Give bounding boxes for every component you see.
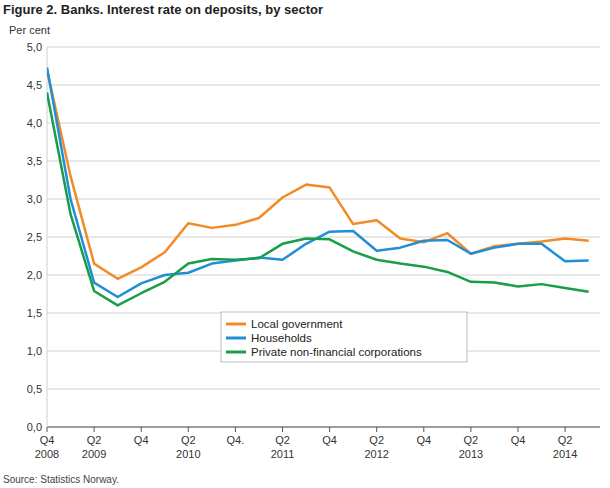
- y-tick-label: 1,0: [27, 345, 42, 357]
- x-tick: [47, 427, 48, 432]
- x-tick-label-line: Q4: [40, 434, 55, 446]
- series-line: [47, 70, 589, 279]
- legend-label: Private non-financial corporations: [251, 346, 422, 358]
- x-tick-label-line: Q4: [511, 434, 526, 446]
- y-tick-label: 2,5: [27, 231, 42, 243]
- x-tick-label: Q2 2010: [176, 434, 200, 460]
- x-tick: [470, 427, 471, 432]
- x-tick-label-line: 2012: [364, 448, 388, 460]
- x-tick-label-line: 2011: [271, 448, 295, 460]
- grid-line: [47, 161, 600, 162]
- x-tick-label-line: Q2: [87, 434, 102, 446]
- source: Source: Statistics Norway.: [3, 474, 119, 485]
- x-tick-label: Q2 2013: [459, 434, 483, 460]
- x-tick-label-line: Q2: [181, 434, 196, 446]
- y-tick-label: 4,0: [27, 117, 42, 129]
- x-tick-label-line: Q2: [275, 434, 290, 446]
- x-tick-label-line: 2008: [35, 448, 59, 460]
- x-tick-label: Q4.: [227, 434, 245, 446]
- x-tick-label: Q2 2014: [553, 434, 577, 460]
- x-tick: [376, 427, 377, 432]
- legend-box: [221, 312, 467, 362]
- plot-area: [47, 68, 589, 306]
- y-tick-label: 2,0: [27, 269, 42, 281]
- series-line: [47, 68, 589, 298]
- grid-line: [47, 275, 600, 276]
- x-tick-label: Q2 2012: [364, 434, 388, 460]
- x-tick-label-line: Q2: [558, 434, 573, 446]
- legend-swatch: [226, 323, 246, 326]
- y-axis-label: Per cent: [9, 24, 50, 36]
- x-tick-label-line: 2013: [459, 448, 483, 460]
- x-tick-label-line: 2009: [82, 448, 106, 460]
- legend-swatch: [226, 351, 246, 354]
- x-tick-label-line: Q4: [416, 434, 431, 446]
- x-tick-label-line: Q4.: [227, 434, 245, 446]
- x-tick-label-line: Q4: [134, 434, 149, 446]
- legend-label: Local government: [251, 318, 343, 330]
- series-line: [47, 93, 589, 306]
- x-tick-label-line: 2014: [553, 448, 577, 460]
- grid-line: [47, 199, 600, 200]
- grid-line: [47, 123, 600, 124]
- y-tick-label: 3,0: [27, 193, 42, 205]
- legend: Local government Households Private non-fi…: [221, 312, 467, 362]
- x-axis-line: [47, 427, 600, 428]
- x-tick-label: Q4: [322, 434, 337, 446]
- x-tick: [518, 427, 519, 432]
- y-tick-label: 4,5: [27, 79, 42, 91]
- x-tick-label-line: Q2: [369, 434, 384, 446]
- x-tick-label: Q4 2008: [35, 434, 59, 460]
- x-tick: [141, 427, 142, 432]
- x-tick: [565, 427, 566, 432]
- x-tick-label: Q4: [511, 434, 526, 446]
- x-tick: [188, 427, 189, 432]
- x-tick-label-line: Q2: [464, 434, 479, 446]
- title: Figure 2. Banks. Interest rate on deposi…: [3, 2, 323, 17]
- grid-line: [47, 85, 600, 86]
- y-tick-label: 0,0: [27, 421, 42, 433]
- x-tick: [235, 427, 236, 432]
- y-tick-label: 0,5: [27, 383, 42, 395]
- legend-swatch: [226, 337, 246, 340]
- x-tick-label-line: Q4: [322, 434, 337, 446]
- x-tick: [329, 427, 330, 432]
- x-tick-label: Q2 2009: [82, 434, 106, 460]
- x-tick-label: Q4: [134, 434, 149, 446]
- x-tick-label: Q4: [416, 434, 431, 446]
- x-tick-label: Q2 2011: [271, 434, 295, 460]
- x-tick-label-line: 2010: [176, 448, 200, 460]
- x-tick: [282, 427, 283, 432]
- grid-line: [47, 389, 600, 390]
- y-axis-line: [47, 47, 48, 427]
- y-tick-label: 3,5: [27, 155, 42, 167]
- x-tick: [94, 427, 95, 432]
- x-tick: [423, 427, 424, 432]
- legend-label: Households: [251, 332, 312, 344]
- grid-line: [47, 237, 600, 238]
- chart: Figure 2. Banks. Interest rate on deposi…: [0, 0, 610, 488]
- y-tick-label: 1,5: [27, 307, 42, 319]
- y-tick-label: 5,0: [27, 41, 42, 53]
- grid-line: [47, 47, 600, 48]
- grid-line: [47, 427, 600, 428]
